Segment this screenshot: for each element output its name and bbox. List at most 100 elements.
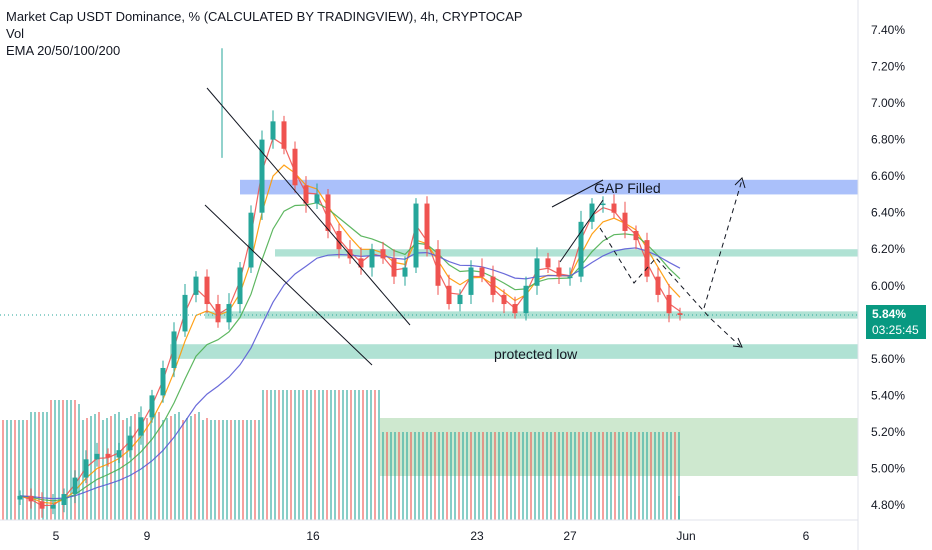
volume-bar [362, 390, 364, 520]
volume-bar [118, 412, 120, 520]
volume-bar [10, 420, 12, 520]
volume-bar [610, 432, 612, 520]
legend-ema: EMA 20/50/100/200 [6, 43, 121, 58]
candle-body [446, 285, 452, 305]
volume-bar [78, 404, 80, 520]
volume-bar [586, 432, 588, 520]
volume-bar [158, 412, 160, 520]
volume-bar [562, 432, 564, 520]
volume-bar [122, 420, 124, 520]
volume-bar [626, 432, 628, 520]
volume-bar [502, 432, 504, 520]
x-tick-label: 6 [803, 529, 810, 543]
volume-bar [654, 432, 656, 520]
volume-bar [666, 432, 668, 520]
candle-body [512, 304, 518, 314]
candle-body [281, 121, 287, 149]
protected-low-label: protected low [494, 346, 578, 362]
y-tick-label: 6.40% [871, 206, 905, 220]
volume-bar [614, 432, 616, 520]
candle-body [578, 221, 584, 277]
candle-body [259, 139, 265, 213]
volume-bar [26, 420, 28, 520]
volume-bar [466, 432, 468, 520]
volume-bar [82, 420, 84, 520]
volume-bar [190, 416, 192, 520]
y-tick-label: 6.60% [871, 169, 905, 183]
volume-bar [38, 412, 40, 520]
volume-bar [30, 412, 32, 520]
y-tick-label: 5.60% [871, 352, 905, 366]
bounce-arrowhead [734, 177, 746, 189]
candle-body [369, 249, 375, 268]
y-tick-label: 6.00% [871, 279, 905, 293]
y-tick-label: 7.20% [871, 60, 905, 74]
volume-bar [430, 432, 432, 520]
volume-bar [126, 418, 128, 520]
volume-bar [306, 390, 308, 520]
zone-protected-low [170, 344, 858, 359]
volume-bar [238, 420, 240, 520]
volume-bar [386, 432, 388, 520]
volume-bar [166, 418, 168, 520]
volume-bar [458, 432, 460, 520]
volume-bar [598, 432, 600, 520]
volume-bar [202, 420, 204, 520]
volume-bar [314, 390, 316, 520]
candle-body [468, 267, 474, 295]
candle-body [204, 276, 210, 305]
volume-bar [50, 400, 52, 520]
volume-bar [258, 420, 260, 520]
candle-body [490, 276, 496, 295]
x-tick-label: Jun [676, 529, 695, 543]
legend-title: Market Cap USDT Dominance, % (CALCULATED… [6, 9, 523, 24]
zone-current [205, 311, 858, 319]
candle-body [336, 230, 342, 250]
volume-bar [426, 432, 428, 520]
volume-bar [658, 432, 660, 520]
candle-body [127, 435, 133, 451]
volume-bar [194, 414, 196, 520]
volume-bar [242, 420, 244, 520]
volume-bar [406, 432, 408, 520]
x-tick-label: 16 [306, 529, 320, 543]
candle-body [28, 495, 34, 502]
volume-bar [414, 432, 416, 520]
volume-bar [410, 432, 412, 520]
candle-body [325, 194, 331, 231]
volume-bar [94, 414, 96, 520]
volume-bar [542, 432, 544, 520]
volume-bar [330, 390, 332, 520]
candle-body [226, 304, 232, 323]
volume-bar [354, 390, 356, 520]
candle-body [633, 230, 639, 241]
y-tick-label: 5.40% [871, 388, 905, 402]
volume-bar [358, 390, 360, 520]
volume-bar [226, 420, 228, 520]
volume-bar [110, 416, 112, 520]
volume-bar [170, 416, 172, 520]
volume-bar [546, 432, 548, 520]
volume-bar [398, 432, 400, 520]
volume-bar [478, 432, 480, 520]
volume-bar [198, 412, 200, 520]
volume-bar [266, 390, 268, 520]
y-tick-label: 6.20% [871, 242, 905, 256]
candle-body [479, 267, 485, 277]
volume-bar [442, 432, 444, 520]
volume-bar [678, 432, 680, 520]
candle-body [314, 194, 320, 204]
wedge-upper-line [551, 179, 604, 208]
candle-body [677, 313, 683, 315]
volume-bar [594, 432, 596, 520]
volume-bar [206, 418, 208, 520]
candle-body [292, 148, 298, 186]
volume-bar [6, 420, 8, 520]
candle-body [138, 417, 144, 436]
volume-bar [142, 420, 144, 520]
candle-body [567, 276, 573, 279]
volume-bar [326, 390, 328, 520]
y-tick-label: 5.20% [871, 425, 905, 439]
volume-bar [602, 432, 604, 520]
